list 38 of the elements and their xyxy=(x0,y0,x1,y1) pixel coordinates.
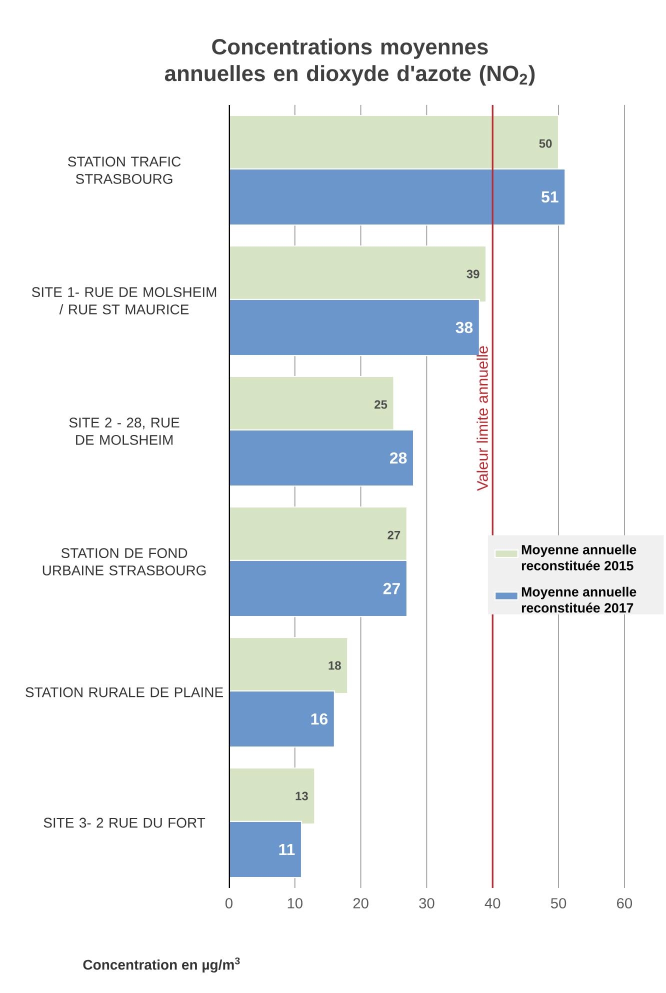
x-tick-label: 20 xyxy=(353,898,368,908)
bar xyxy=(229,636,348,694)
bar xyxy=(229,168,566,226)
x-tick-label: 0 xyxy=(225,898,232,908)
x-tick-label: 50 xyxy=(550,898,566,908)
data-label: 38 xyxy=(456,322,473,334)
y-tick-label: SITE 2 - 28, RUE DE MOLSHEIM xyxy=(69,418,180,445)
data-label: 27 xyxy=(388,530,400,540)
legend-label: Moyenne annuelle reconstituée 2015 xyxy=(522,544,636,570)
x-tick-label: 60 xyxy=(617,898,632,908)
y-tick-label: SITE 3- 2 RUE DU FORT xyxy=(44,818,206,828)
bar xyxy=(229,820,302,878)
bar xyxy=(229,245,487,303)
data-label: 28 xyxy=(390,452,407,464)
y-tick-label: SITE 1- RUE DE MOLSHEIM / RUE ST MAURICE xyxy=(32,287,216,314)
legend-label: Moyenne annuelle reconstituée 2017 xyxy=(522,586,636,613)
data-label: 13 xyxy=(296,792,308,800)
ref-line-label: Valeur limite annuelle xyxy=(476,346,488,491)
chart-title: Concentrations moyennes annuelles en dioxyde d'azote (NO$_{2}$) xyxy=(164,38,535,86)
data-label: 16 xyxy=(311,713,328,725)
y-tick-label: STATION TRAFIC STRASBOURG xyxy=(68,156,181,184)
x-axis-title: Concentration en µg/m$^{3}$ xyxy=(83,957,240,973)
y-tick-label: STATION RURALE DE PLAINE xyxy=(26,687,223,698)
data-label: 25 xyxy=(374,400,388,409)
bar xyxy=(229,690,335,748)
bar xyxy=(229,767,316,825)
x-tick-label: 30 xyxy=(419,898,434,908)
data-label: 27 xyxy=(383,582,400,594)
x-tick-label: 40 xyxy=(484,898,500,908)
bar xyxy=(229,429,414,487)
data-label: 51 xyxy=(542,191,558,203)
data-label: 39 xyxy=(466,270,480,278)
x-tick-label: 10 xyxy=(288,898,302,908)
y-tick-label: STATION DE FOND URBAINE STRASBOURG xyxy=(42,548,206,576)
data-label: 11 xyxy=(279,844,295,855)
bar xyxy=(229,560,408,618)
data-label: 18 xyxy=(328,661,341,670)
data-label: 50 xyxy=(539,139,552,148)
